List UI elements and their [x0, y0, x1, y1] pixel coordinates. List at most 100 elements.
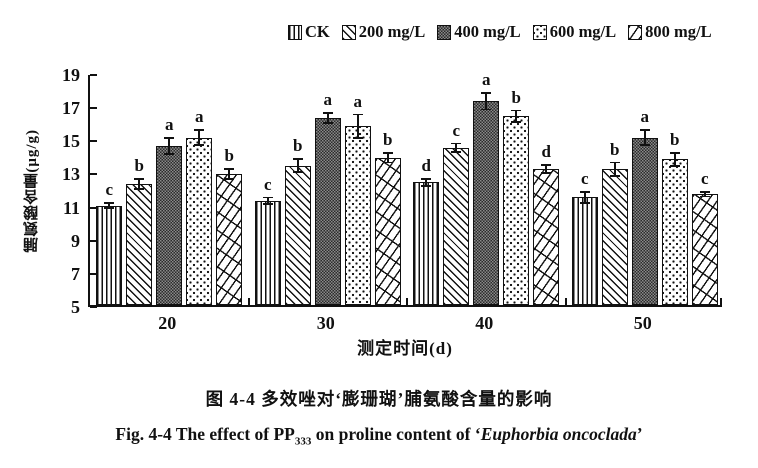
error-bar-cap-bottom [541, 172, 552, 174]
caption-english-middle: on proline content of ‘ [311, 424, 481, 444]
bar-face [374, 157, 401, 305]
legend-swatch-diagonal-hatch-icon [341, 24, 356, 40]
x-tick-label: 40 [475, 313, 494, 333]
significance-letter: b [224, 146, 234, 166]
y-tick-label: 5 [71, 297, 80, 317]
error-bar-cap-bottom [134, 188, 145, 190]
error-bar-line [168, 136, 171, 155]
bar-face [254, 200, 281, 305]
caption-english-species: Euphorbia oncoclada [480, 424, 637, 444]
error-bar-cap-bottom [194, 144, 205, 146]
y-tick-mark [90, 306, 97, 308]
x-axis-title: 测定时间(d) [357, 339, 453, 358]
error-bar-line [455, 142, 458, 153]
error-bar-cap-top [609, 161, 620, 164]
error-bar [669, 151, 680, 167]
error-bar-cap-top [224, 168, 235, 171]
error-bar [382, 151, 393, 164]
error-bar-cap-top [481, 92, 492, 94]
error-bar-line [583, 190, 586, 205]
y-tick-mark [90, 173, 97, 176]
error-bar-cap-top [382, 151, 393, 154]
error-bar-line [198, 129, 201, 146]
error-bar [511, 109, 522, 123]
bar-400mgL-30: a [314, 90, 341, 305]
error-bar [224, 168, 235, 180]
y-tick-mark [90, 272, 97, 275]
error-bar [292, 158, 303, 174]
error-bar [322, 111, 333, 124]
bar-CK-20: c [96, 181, 123, 305]
significance-letter: d [541, 142, 551, 162]
caption-english-prefix: Fig. 4-4 The effect of PP [115, 424, 295, 444]
significance-letter: c [452, 120, 461, 140]
error-bar-cap-top [104, 202, 115, 205]
y-axis-title-text: 脯氨酸含量(μg/g) [23, 129, 40, 253]
significance-letter: a [165, 114, 174, 134]
error-bar-line [228, 168, 231, 180]
error-bar-cap-bottom [104, 207, 115, 209]
bar-200mgL-30: b [284, 137, 311, 305]
error-bar-cap-bottom [579, 202, 590, 205]
y-axis-title: 脯氨酸含量(μg/g) [20, 75, 42, 307]
legend-label: 400 mg/L [454, 22, 521, 41]
x-tick-label: 20 [158, 313, 177, 333]
legend-item-0: CK [288, 22, 330, 42]
error-bar [134, 178, 145, 190]
bar-800mgL-20: b [216, 147, 243, 305]
error-bar-cap-top [579, 190, 590, 193]
legend-item-4: 800 mg/L [628, 22, 712, 42]
legend-swatch-weave-icon [628, 24, 643, 40]
y-tick-label: 17 [62, 98, 80, 119]
bar-face [126, 184, 153, 305]
error-bar-line [138, 178, 141, 190]
error-bar-line [386, 151, 389, 164]
bar-face [186, 137, 213, 305]
error-bar [194, 129, 205, 146]
error-bar-line [266, 196, 269, 205]
significance-letter: c [700, 168, 709, 188]
error-bar-line [613, 161, 616, 177]
bar-400mgL-20: a [156, 115, 183, 305]
error-bar-cap-top [699, 190, 710, 193]
error-bar-line [425, 178, 428, 187]
error-bar-cap-bottom [322, 121, 333, 124]
bar-face [96, 205, 123, 305]
error-bar [104, 202, 115, 209]
y-tick-label: 13 [62, 164, 80, 185]
bar-face [156, 145, 183, 305]
error-bar-cap-bottom [481, 108, 492, 111]
legend-swatch-dots-icon [532, 24, 547, 40]
error-bar-cap-top [322, 111, 333, 114]
y-tick-mark [90, 239, 97, 242]
bar-face [284, 165, 311, 305]
error-bar-line [515, 109, 518, 123]
significance-letter: b [293, 136, 303, 156]
y-tick-mark [90, 107, 97, 110]
significance-letter: d [421, 156, 431, 176]
significance-letter: b [670, 129, 680, 149]
error-bar-cap-top [194, 129, 205, 132]
bar-400mgL-50: a [631, 108, 658, 305]
x-tick-label: 50 [633, 313, 652, 333]
y-tick-label: 7 [71, 263, 80, 284]
caption-english-subscript: 333 [294, 435, 312, 448]
y-tick-label: 9 [71, 230, 80, 251]
error-bar [609, 161, 620, 177]
y-tick-mark [90, 206, 97, 209]
error-bar-line [545, 164, 548, 174]
error-bar-cap-bottom [639, 144, 650, 146]
chart-legend: CK 200 mg/L 400 mg/L 600 mg/L 800 mg/L [288, 22, 752, 42]
bar-face [216, 174, 243, 305]
x-tick-mark [564, 298, 567, 305]
error-bar [352, 113, 363, 139]
error-bar-cap-top [451, 142, 462, 145]
error-bar-cap-top [639, 129, 650, 132]
bar-face [691, 194, 718, 305]
legend-label: 200 mg/L [358, 22, 426, 41]
bar-face [443, 147, 470, 305]
